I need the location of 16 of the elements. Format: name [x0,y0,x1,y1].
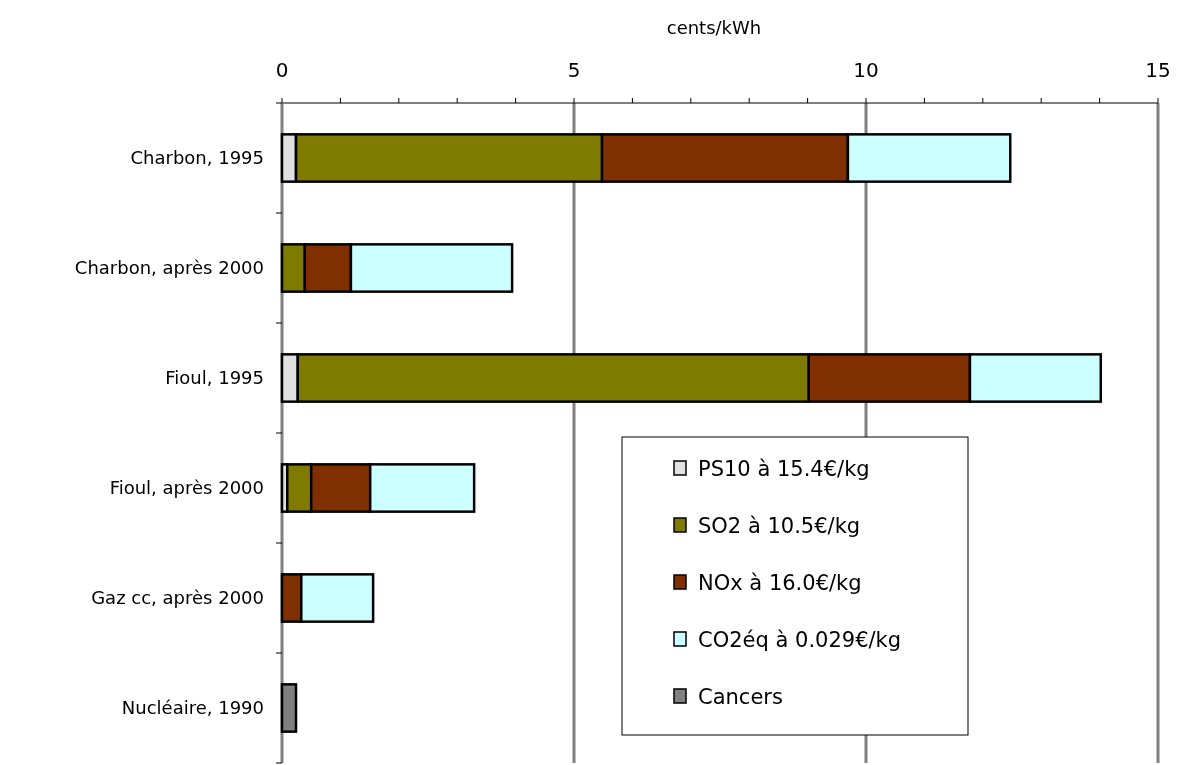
legend-label: CO2éq à 0.029€/kg [698,628,902,652]
x-tick-label: 10 [853,58,879,82]
x-tick-label: 15 [1145,58,1171,82]
legend-label: SO2 à 10.5€/kg [698,514,861,538]
y-tick-label: Gaz cc, après 2000 [91,587,264,608]
x-axis-title: cents/kWh [666,17,762,38]
x-tick-label: 0 [275,58,289,82]
y-tick-label: Charbon, 1995 [130,147,264,168]
y-tick-label: Fioul, 1995 [165,367,264,388]
legend-label: NOx à 16.0€/kg [698,571,862,595]
y-tick-label: Charbon, après 2000 [74,257,264,278]
x-tick-label: 5 [567,58,581,82]
y-tick-label: Fioul, après 2000 [109,477,264,498]
legend-label: Cancers [698,685,783,709]
legend-label: PS10 à 15.4€/kg [698,457,870,481]
y-tick-label: Nucléaire, 1990 [121,697,264,718]
